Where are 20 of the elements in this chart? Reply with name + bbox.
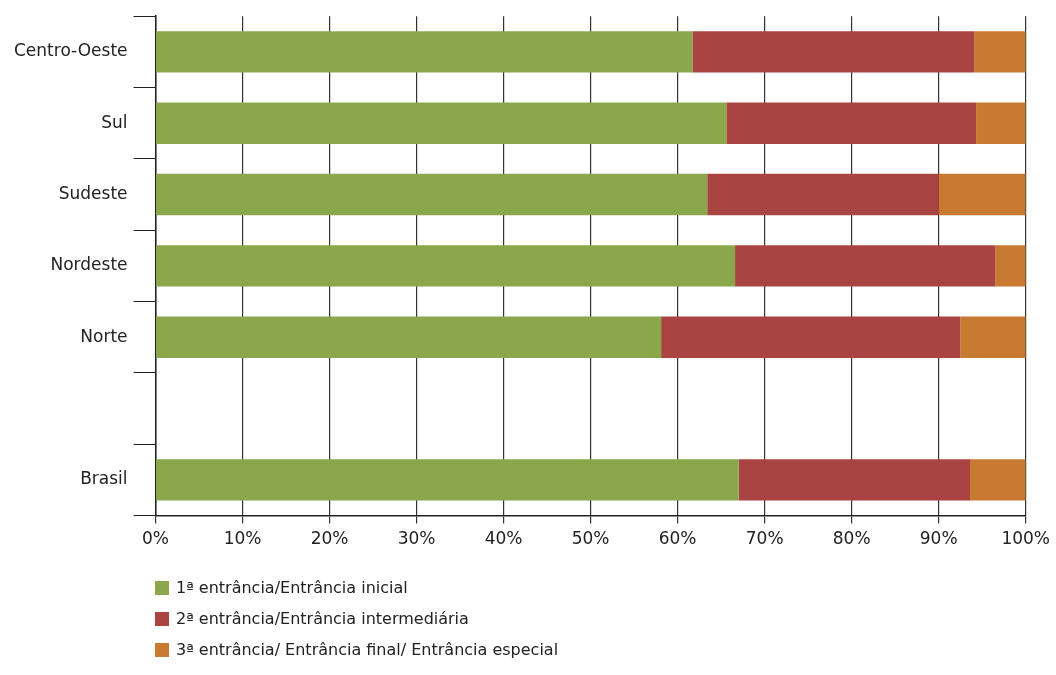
y-tick-label: Nordeste [50, 254, 128, 275]
x-tick-label: 100% [1001, 528, 1050, 549]
x-tick-label: 70% [745, 528, 784, 549]
x-tick-label: 90% [919, 528, 958, 549]
x-tick-label: 0% [142, 528, 170, 549]
y-tick-label: Norte [80, 325, 128, 346]
x-tick-label: 80% [832, 528, 871, 549]
x-tick-label: 20% [310, 528, 349, 549]
x-tick-label: 30% [397, 528, 436, 549]
x-tick-label: 10% [223, 528, 262, 549]
x-tick-label: 60% [658, 528, 697, 549]
y-tick-label: Brasil [80, 468, 128, 489]
x-tick-label: 40% [484, 528, 523, 549]
y-tick-label: Centro-Oeste [14, 40, 128, 61]
legend-label: 3ª entrância/ Entrância final/ Entrância especial [176, 640, 559, 659]
y-tick-label: Sul [101, 111, 128, 132]
legend-label: 1ª entrância/Entrância inicial [176, 578, 408, 597]
y-tick-label: Sudeste [58, 182, 128, 203]
x-tick-label: 50% [571, 528, 610, 549]
legend-label: 2ª entrância/Entrância intermediária [176, 609, 469, 628]
